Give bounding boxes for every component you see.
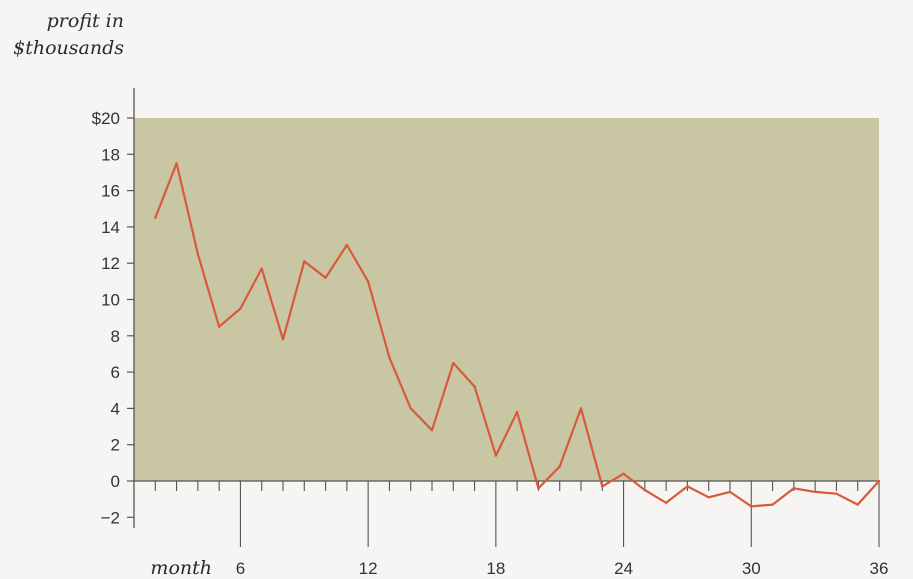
x-tick-labels: 6 12 18 24 30 36: [236, 559, 889, 578]
data-point-month-21: [558, 465, 561, 468]
data-point-month-15: [430, 428, 434, 432]
data-point-month-36: [877, 479, 881, 483]
x-tick-label: 30: [742, 559, 761, 578]
y-tick-label: 8: [111, 327, 120, 346]
data-point-month-11: [345, 243, 349, 247]
y-tick-label: 10: [101, 291, 120, 310]
data-point-month-5: [217, 325, 221, 328]
data-point-month-27: [686, 485, 689, 488]
data-point-month-10: [324, 276, 327, 279]
data-point-month-8: [281, 338, 285, 341]
x-tick-label: 36: [870, 559, 889, 578]
x-tick-label: 18: [486, 559, 505, 578]
x-tick-label: 12: [359, 559, 378, 578]
data-point-month-29: [728, 490, 732, 494]
data-point-month-20: [537, 487, 540, 490]
data-point-month-26: [664, 501, 668, 504]
y-tick-label: −2: [101, 508, 120, 527]
data-point-month-14: [409, 407, 412, 410]
data-point-month-18: [494, 454, 498, 457]
data-point-month-4: [196, 252, 200, 256]
data-point-month-3: [175, 162, 178, 165]
data-point-month-32: [792, 487, 796, 490]
data-point-month-30: [750, 505, 753, 508]
x-tick-label: 6: [236, 559, 245, 578]
y-axis-title-line1: profit in: [47, 10, 124, 32]
data-point-month-6: [239, 307, 242, 310]
positive-profit-band: [134, 118, 879, 481]
axis-ticks: [127, 117, 880, 547]
y-tick-label: 12: [101, 254, 120, 273]
data-point-month-28: [707, 496, 710, 499]
y-tick-labels: −2 0 2 4 6 8 10 12 14 16 18 $20: [92, 109, 120, 527]
x-axis-title: month: [150, 557, 212, 579]
y-tick-label: $20: [92, 109, 120, 128]
y-tick-label: 18: [101, 145, 120, 164]
data-point-month-35: [856, 503, 859, 506]
data-point-month-31: [771, 503, 774, 506]
data-point-month-7: [260, 267, 263, 270]
data-point-month-13: [388, 356, 391, 359]
data-point-month-12: [366, 280, 370, 283]
y-tick-label: 0: [111, 472, 120, 491]
data-point-month-9: [303, 260, 306, 263]
x-tick-label: 24: [614, 559, 633, 578]
y-tick-label: 6: [111, 363, 120, 382]
data-point-month-22: [579, 407, 583, 410]
data-point-month-17: [473, 385, 476, 388]
y-tick-label: 14: [101, 218, 120, 237]
data-point-month-23: [601, 485, 604, 488]
data-point-month-2: [154, 216, 157, 220]
data-points: [154, 162, 881, 508]
y-tick-label: 4: [111, 399, 120, 418]
y-tick-label: 16: [101, 182, 120, 201]
data-point-month-25: [643, 488, 647, 492]
y-tick-label: 2: [111, 436, 120, 455]
data-point-month-16: [452, 361, 455, 365]
y-axis-title-line2: $thousands: [13, 37, 124, 59]
data-point-month-24: [622, 472, 625, 475]
data-point-month-34: [835, 492, 838, 495]
data-point-month-33: [813, 490, 817, 494]
data-point-month-19: [515, 410, 519, 414]
